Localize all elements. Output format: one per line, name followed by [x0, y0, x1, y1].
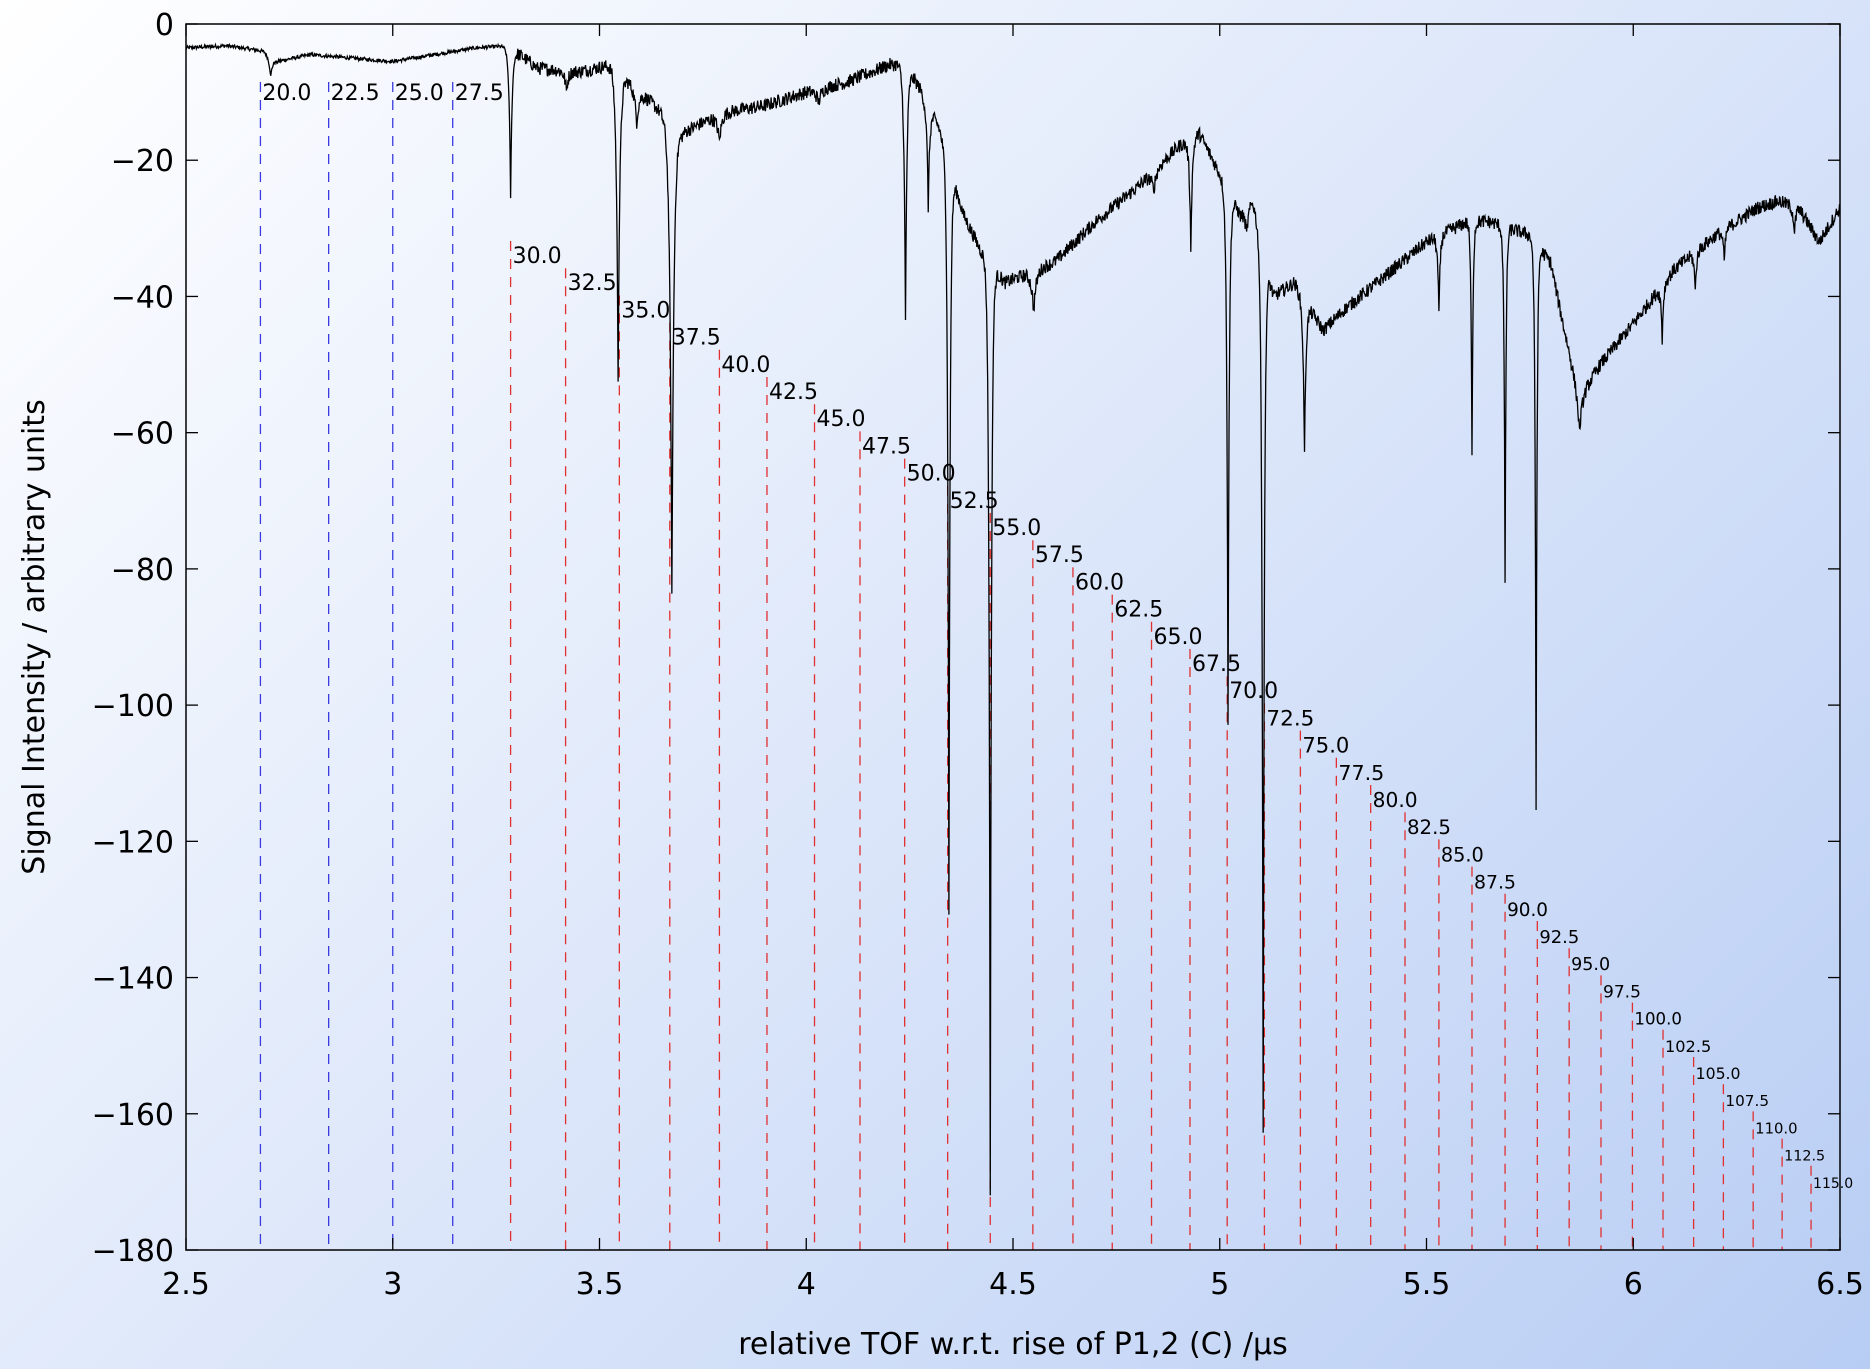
marker-label: 110.0 [1755, 1120, 1797, 1137]
y-tick-label: −180 [92, 1234, 174, 1269]
y-tick-label: −100 [92, 689, 174, 724]
y-axis-title: Signal Intensity / arbitrary units [17, 399, 52, 874]
marker-label: 22.5 [331, 81, 380, 106]
marker-label: 82.5 [1407, 816, 1451, 839]
marker-label: 85.0 [1441, 843, 1484, 866]
marker-label: 115.0 [1813, 1176, 1853, 1192]
y-tick-label: −60 [111, 417, 174, 452]
marker-label: 97.5 [1603, 982, 1641, 1002]
x-tick-label: 5 [1210, 1267, 1229, 1302]
y-tick-label: 0 [155, 8, 174, 43]
marker-label: 27.5 [455, 81, 504, 106]
marker-label: 77.5 [1338, 761, 1384, 785]
x-tick-label: 5.5 [1403, 1267, 1451, 1302]
marker-label: 25.0 [395, 81, 444, 106]
marker-label: 50.0 [907, 462, 956, 487]
marker-label: 100.0 [1634, 1010, 1682, 1029]
signal-trace-group [185, 42, 1841, 1196]
marker-label: 40.0 [721, 353, 770, 378]
marker-label: 72.5 [1266, 706, 1314, 731]
marker-label: 90.0 [1507, 900, 1548, 921]
y-tick-label: −40 [111, 280, 174, 315]
marker-label: 65.0 [1154, 625, 1203, 650]
x-tick-label: 6 [1624, 1267, 1643, 1302]
x-tick-label: 4.5 [989, 1267, 1037, 1302]
signal-trace [185, 42, 1841, 1196]
marker-label: 45.0 [817, 407, 866, 432]
y-tick-label: −140 [92, 962, 174, 997]
y-tick-label: −160 [92, 1098, 174, 1133]
marker-label: 20.0 [262, 81, 311, 106]
marker-label: 32.5 [568, 271, 617, 296]
marker-label: 42.5 [769, 380, 818, 405]
x-tick-label: 2.5 [162, 1267, 210, 1302]
marker-label: 52.5 [950, 489, 999, 514]
marker-labels: 20.0 22.5 25.0 27.5 30.032.535.037.540.042.5… [262, 81, 1853, 1192]
marker-label: 47.5 [862, 434, 911, 459]
marker-label: 30.0 [513, 244, 562, 269]
marker-label: 35.0 [621, 298, 670, 323]
y-tick-label: −120 [92, 825, 174, 860]
marker-label: 112.5 [1784, 1149, 1825, 1165]
marker-label: 57.5 [1035, 543, 1084, 568]
x-axis-title: relative TOF w.r.t. rise of P1,2 (C) /μs [738, 1327, 1288, 1362]
x-tick-label: 3 [383, 1267, 402, 1302]
marker-lines [259, 82, 1812, 1250]
marker-label: 107.5 [1725, 1092, 1769, 1110]
marker-label: 92.5 [1539, 927, 1579, 948]
x-axis-ticks: 2.5 3 3.5 4 4.5 5 5.5 6 6.5 [162, 24, 1864, 1302]
y-tick-label: −20 [111, 144, 174, 179]
marker-label: 80.0 [1373, 788, 1418, 812]
plot-frame [185, 23, 1841, 1251]
marker-label: 55.0 [992, 516, 1041, 541]
marker-label: 67.5 [1192, 652, 1241, 677]
x-tick-label: 6.5 [1816, 1267, 1864, 1302]
marker-label: 95.0 [1571, 955, 1610, 975]
y-axis-ticks: 0 −20 −40 −60 −80 −100 −120 −140 −160 −180 [92, 8, 1840, 1269]
x-tick-label: 3.5 [576, 1267, 624, 1302]
marker-label: 75.0 [1302, 733, 1349, 758]
marker-label: 70.0 [1229, 679, 1278, 704]
marker-label: 62.5 [1114, 598, 1163, 623]
x-tick-label: 4 [797, 1267, 816, 1302]
marker-label: 87.5 [1474, 873, 1516, 894]
marker-label: 102.5 [1665, 1037, 1711, 1056]
marker-label: 37.5 [672, 326, 721, 351]
marker-label: 105.0 [1696, 1064, 1741, 1083]
y-tick-label: −80 [111, 553, 174, 588]
marker-label: 60.0 [1075, 570, 1124, 595]
